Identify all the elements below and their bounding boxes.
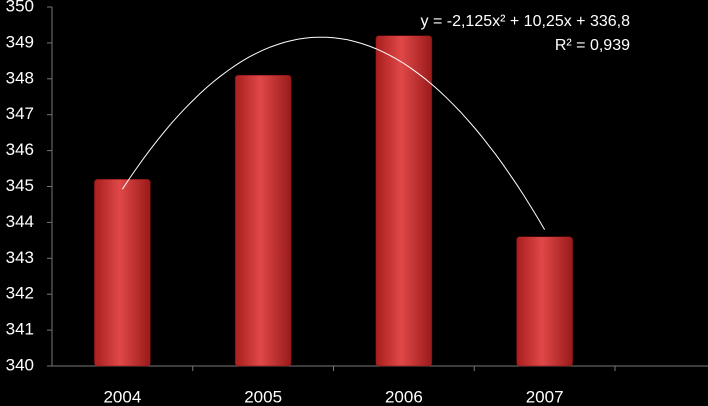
x-tick-label: 2006 <box>385 387 423 406</box>
y-tick-label: 349 <box>6 32 34 51</box>
y-tick-label: 344 <box>6 212 34 231</box>
bar <box>375 35 433 367</box>
bar <box>94 179 151 367</box>
bar <box>234 74 292 367</box>
y-tick-label: 340 <box>6 355 34 374</box>
trendline-r-squared: R² = 0,939 <box>555 37 630 54</box>
y-tick-label: 350 <box>6 0 34 15</box>
y-tick-label: 341 <box>6 320 34 339</box>
y-tick-label: 343 <box>6 248 34 267</box>
bar <box>516 236 573 367</box>
y-tick-label: 348 <box>6 68 34 87</box>
x-tick-label: 2004 <box>103 387 141 406</box>
trendline-equation: y = -2,125x² + 10,25x + 336,8 <box>421 13 631 30</box>
y-tick-label: 342 <box>6 284 34 303</box>
y-tick-label: 347 <box>6 104 34 123</box>
x-tick-label: 2007 <box>526 387 564 406</box>
x-tick-label: 2005 <box>244 387 282 406</box>
y-tick-label: 345 <box>6 176 34 195</box>
trendline <box>121 36 546 230</box>
y-tick-label: 346 <box>6 140 34 159</box>
